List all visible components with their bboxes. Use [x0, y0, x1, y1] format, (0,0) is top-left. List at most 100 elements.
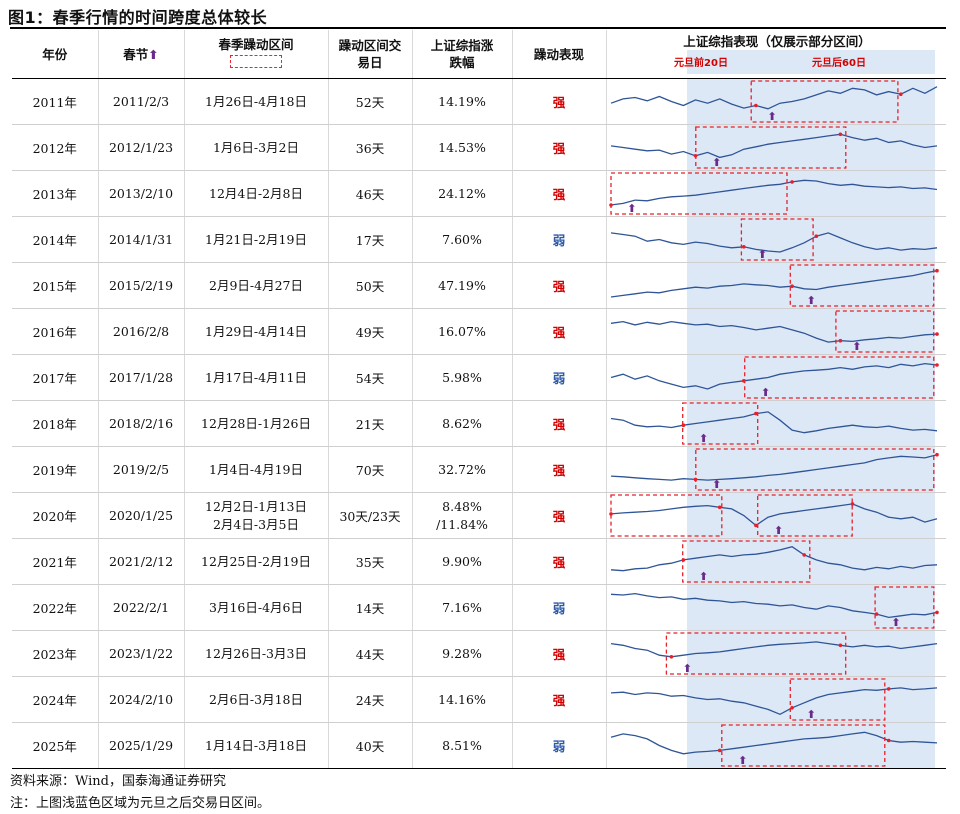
mini-line-chart: ⬆	[610, 677, 937, 722]
index-line	[610, 232, 937, 253]
cell-change: 8.62%	[412, 400, 513, 447]
table-row: 2015年 2015/2/19 2月9日-4月27日 50天 47.19% 强 ⬆	[12, 262, 946, 309]
cell-interval: 12月4日-2月8日	[184, 170, 329, 217]
cell-spring-festival: 2011/2/3	[98, 78, 185, 125]
rally-interval-box	[609, 172, 788, 215]
footer-note: 注：上图浅蓝色区域为元旦之后交易日区间。	[10, 796, 271, 811]
table-row: 2020年 2020/1/25 12月2日-1月13日 2月4日-3月5日 30天/2…	[12, 492, 946, 539]
performance-strong: 强	[552, 555, 566, 570]
cell-chart: ⬆	[606, 492, 946, 539]
dashed-box-legend-icon	[230, 55, 282, 68]
cell-spring-festival: 2022/2/1	[98, 584, 185, 631]
rally-interval-box	[756, 494, 853, 537]
up-arrow-icon: ⬆	[148, 46, 159, 62]
cell-spring-festival: 2024/2/10	[98, 676, 185, 723]
cell-year: 2025年	[12, 722, 99, 769]
header-performance: 躁动表现	[512, 30, 607, 79]
spring-festival-arrow-icon: ⬆	[712, 478, 721, 491]
cell-performance: 强	[512, 308, 607, 355]
post-new-year-shade	[686, 125, 935, 170]
mini-line-chart: ⬆	[610, 355, 939, 400]
cell-change: 14.19%	[412, 78, 513, 125]
cell-change: 9.90%	[412, 538, 513, 585]
cell-chart: ⬆	[606, 722, 946, 769]
rally-interval-box	[873, 586, 934, 629]
cell-spring-festival: 2013/2/10	[98, 170, 185, 217]
table-row: 2019年 2019/2/5 1月4日-4月19日 70天 32.72% 强 ⬆	[12, 446, 946, 493]
cell-trading-days: 50天	[328, 262, 413, 309]
interval-endpoint-dot	[789, 180, 794, 184]
performance-strong: 强	[552, 279, 566, 294]
cell-interval: 1月6日-3月2日	[184, 124, 329, 171]
cell-change: 14.53%	[412, 124, 513, 171]
cell-year: 2011年	[12, 78, 99, 125]
interval-endpoint-dot	[934, 452, 939, 457]
cell-change: 8.51%	[412, 722, 513, 769]
chart-label-before: 元旦前20日	[674, 56, 728, 69]
header-spring-festival-label: 春节	[123, 46, 149, 62]
cell-change: 47.19%	[412, 262, 513, 309]
performance-strong: 强	[552, 417, 566, 432]
mini-line-chart: ⬆	[610, 263, 939, 308]
index-line	[610, 641, 937, 658]
table-row: 2023年 2023/1/22 12月26日-3月3日 44天 9.28% 强 ⬆	[12, 630, 946, 677]
header-interval: 春季躁动区间	[184, 30, 329, 79]
cell-trading-days: 52天	[328, 78, 413, 125]
cell-change: 7.60%	[412, 216, 513, 263]
post-new-year-shade	[686, 309, 935, 354]
header-trading-days-line2: 易日	[357, 55, 383, 70]
performance-strong: 强	[552, 647, 566, 662]
performance-weak: 弱	[552, 371, 566, 386]
interval-endpoint-dot	[838, 643, 842, 648]
header-spring-festival: 春节⬆	[98, 30, 185, 79]
chart-header-shade	[686, 50, 935, 74]
cell-interval: 2月9日-4月27日	[184, 262, 329, 309]
performance-strong: 强	[552, 325, 566, 340]
interval-endpoint-dot	[753, 523, 758, 528]
performance-strong: 强	[552, 187, 566, 202]
cell-chart: ⬆	[606, 630, 946, 677]
mini-line-chart: ⬆	[610, 585, 939, 630]
interval-endpoint-dot	[934, 332, 939, 336]
cell-trading-days: 40天	[328, 722, 413, 769]
cell-year: 2018年	[12, 400, 99, 447]
performance-strong: 强	[552, 463, 566, 478]
spring-festival-arrow-icon: ⬆	[767, 110, 776, 123]
interval-endpoint-dot	[681, 423, 685, 427]
cell-spring-festival: 2023/1/22	[98, 630, 185, 677]
header-change: 上证综指涨 跌幅	[412, 30, 513, 79]
interval-endpoint-dot	[717, 748, 721, 753]
mini-line-chart: ⬆	[608, 493, 937, 538]
spring-rally-table: 年份 春节⬆ 春季躁动区间 躁动区间交 易日 上证综指涨 跌幅 躁动表现 上证综…	[12, 30, 946, 769]
cell-year: 2016年	[12, 308, 99, 355]
cell-year: 2015年	[12, 262, 99, 309]
cell-spring-festival: 2017/1/28	[98, 354, 185, 401]
mini-line-chart: ⬆	[610, 631, 937, 676]
interval-endpoint-dot	[741, 379, 746, 383]
cell-trading-days: 14天	[328, 584, 413, 631]
table-row: 2024年 2024/2/10 2月6日-3月18日 24天 14.16% 强 ⬆	[12, 676, 946, 723]
table-row: 2012年 2012/1/23 1月6日-3月2日 36天 14.53% 强 ⬆	[12, 124, 946, 171]
cell-spring-festival: 2016/2/8	[98, 308, 185, 355]
cell-performance: 强	[512, 446, 607, 493]
interval-endpoint-dot	[789, 706, 794, 710]
cell-chart: ⬆	[606, 170, 946, 217]
cell-chart: ⬆	[606, 538, 946, 585]
post-new-year-shade	[686, 493, 935, 538]
cell-trading-days: 44天	[328, 630, 413, 677]
index-line	[610, 179, 937, 206]
cell-interval: 1月17日-4月11日	[184, 354, 329, 401]
mini-line-chart: ⬆	[610, 309, 939, 354]
cell-performance: 强	[512, 124, 607, 171]
cell-interval: 1月29日-4月14日	[184, 308, 329, 355]
spring-festival-arrow-icon: ⬆	[761, 386, 770, 399]
spring-festival-arrow-icon: ⬆	[806, 294, 815, 307]
cell-interval: 12月26日-3月3日	[184, 630, 329, 677]
cell-performance: 弱	[512, 354, 607, 401]
cell-trading-days: 30天/23天	[328, 492, 413, 539]
index-line	[610, 362, 937, 390]
index-line	[610, 86, 937, 110]
rally-interval-box	[665, 632, 846, 675]
table-row: 2011年 2011/2/3 1月26日-4月18日 52天 14.19% 强 ⬆	[12, 78, 946, 125]
cell-spring-festival: 2020/1/25	[98, 492, 185, 539]
